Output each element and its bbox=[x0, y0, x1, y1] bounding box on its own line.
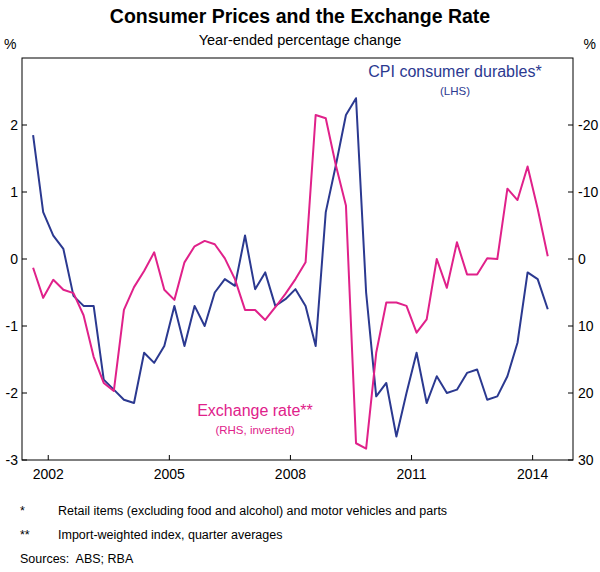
title: Consumer Prices and the Exchange Rate bbox=[110, 5, 491, 27]
x-tick-label: 2011 bbox=[396, 466, 426, 482]
note-text: Retail items (excluding food and alcohol… bbox=[58, 504, 447, 518]
plot-lines bbox=[33, 98, 548, 448]
x-tick bbox=[169, 455, 170, 460]
x-tick-label: 2008 bbox=[275, 466, 306, 482]
y-axis-unit: % bbox=[4, 36, 16, 52]
y-tick bbox=[22, 460, 27, 461]
y-tick-label: 0 bbox=[10, 251, 18, 267]
series-line bbox=[33, 98, 548, 436]
y2-tick-label: -10 bbox=[578, 184, 598, 200]
y2-tick-label: 10 bbox=[578, 318, 594, 334]
series-label: Exchange rate** bbox=[197, 402, 313, 419]
y-tick-label: 2 bbox=[10, 117, 18, 133]
x-tick bbox=[532, 455, 533, 460]
y2-tick-label: 0 bbox=[578, 251, 586, 267]
note-mark: * bbox=[20, 504, 25, 518]
y-tick bbox=[22, 125, 27, 126]
x-tick-label: 2002 bbox=[33, 466, 64, 482]
sources: Sources: ABS; RBA bbox=[20, 552, 134, 566]
series-sublabel: (LHS) bbox=[440, 85, 470, 97]
y-tick-label: -2 bbox=[6, 385, 19, 401]
y2-tick bbox=[568, 326, 573, 327]
y2-tick bbox=[568, 125, 573, 126]
series-line bbox=[33, 115, 548, 449]
x-tick bbox=[290, 455, 291, 460]
x-tick-label: 2005 bbox=[154, 466, 185, 482]
y2-tick bbox=[568, 460, 573, 461]
y-tick-label: 1 bbox=[10, 184, 18, 200]
y-tick bbox=[22, 259, 27, 260]
series-label: CPI consumer durables* bbox=[368, 63, 541, 80]
x-tick bbox=[48, 455, 49, 460]
x-tick bbox=[411, 455, 412, 460]
plot-frame bbox=[22, 58, 573, 460]
y-tick bbox=[22, 393, 27, 394]
y2-tick-label: 30 bbox=[578, 452, 594, 468]
x-tick-label: 2014 bbox=[517, 466, 548, 482]
note-text: Import-weighted index, quarter averages bbox=[58, 528, 282, 542]
y2-tick bbox=[568, 393, 573, 394]
y2-tick bbox=[568, 259, 573, 260]
y-tick-label: -1 bbox=[6, 318, 19, 334]
series-sublabel: (RHS, inverted) bbox=[215, 424, 294, 436]
y-tick-label: -3 bbox=[6, 452, 19, 468]
y-tick bbox=[22, 192, 27, 193]
y2-axis-unit: % bbox=[584, 36, 596, 52]
y2-tick bbox=[568, 192, 573, 193]
y2-tick-label: 20 bbox=[578, 385, 594, 401]
chart: Consumer Prices and the Exchange Rate Yea… bbox=[0, 0, 600, 572]
y-tick bbox=[22, 326, 27, 327]
note-mark: ** bbox=[20, 528, 30, 542]
subtitle: Year-ended percentage change bbox=[199, 32, 402, 48]
y2-tick-label: -20 bbox=[578, 117, 598, 133]
